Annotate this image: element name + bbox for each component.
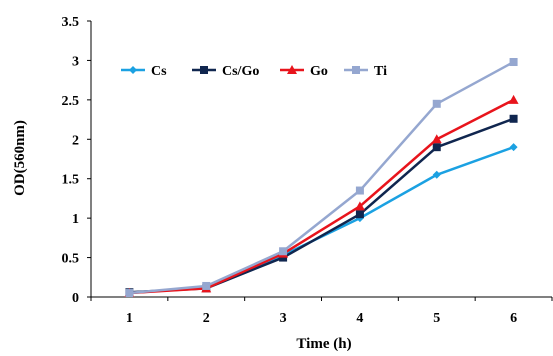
data-point — [279, 247, 288, 256]
series-go — [124, 94, 519, 298]
y-tick-label: 3 — [72, 54, 79, 69]
series-ti — [125, 58, 518, 298]
data-point — [509, 58, 518, 67]
data-point — [202, 281, 211, 290]
y-tick-label: 2.5 — [62, 94, 80, 109]
legend-item: Ti — [344, 64, 387, 79]
data-point — [432, 99, 441, 108]
x-tick-label: 1 — [126, 311, 133, 326]
legend-item: Go — [280, 64, 328, 79]
y-tick-label: 3.5 — [62, 15, 80, 30]
series-lines — [124, 58, 519, 298]
data-point — [354, 201, 365, 211]
data-point — [432, 143, 441, 152]
legend-item: Cs — [121, 64, 167, 79]
y-tick-label: 1 — [72, 212, 79, 227]
x-tick-label: 3 — [280, 311, 287, 326]
legend-label: Cs — [151, 64, 167, 79]
legend: Cs Cs/Go Go Ti — [121, 64, 387, 79]
data-point — [509, 143, 518, 152]
tick-labels: 0 0.5 1 1.5 2 2.5 3 3.5 1 2 3 4 5 6 — [62, 15, 518, 326]
data-point — [355, 186, 364, 195]
legend-swatch-marker — [287, 65, 297, 74]
y-tick-label: 0.5 — [62, 252, 80, 267]
legend-swatch-marker — [352, 66, 360, 74]
y-tick-label: 1.5 — [62, 173, 80, 188]
legend-label: Cs/Go — [222, 64, 259, 79]
x-axis-title: Time (h) — [296, 336, 351, 351]
x-tick-label: 4 — [356, 311, 363, 326]
data-point — [355, 210, 364, 219]
data-point — [125, 289, 134, 298]
legend-item: Cs/Go — [192, 64, 259, 79]
x-tick-label: 5 — [433, 311, 440, 326]
legend-swatch-marker — [129, 66, 137, 74]
x-tick-label: 6 — [510, 311, 517, 326]
series-line — [129, 60, 515, 295]
legend-label: Ti — [374, 64, 387, 79]
series-cs-go — [125, 114, 518, 297]
data-point — [508, 94, 519, 104]
data-point — [509, 114, 518, 123]
legend-swatch-marker — [200, 66, 208, 74]
series-line — [129, 117, 515, 294]
legend-label: Go — [310, 64, 328, 79]
series-line — [129, 98, 515, 295]
y-tick-label: 0 — [72, 291, 79, 306]
data-point — [431, 134, 442, 144]
axes — [87, 20, 553, 301]
x-tick-label: 2 — [203, 311, 210, 326]
y-axis-title: OD(560nm) — [12, 120, 28, 196]
y-tick-label: 2 — [72, 133, 79, 148]
data-point — [432, 170, 441, 179]
